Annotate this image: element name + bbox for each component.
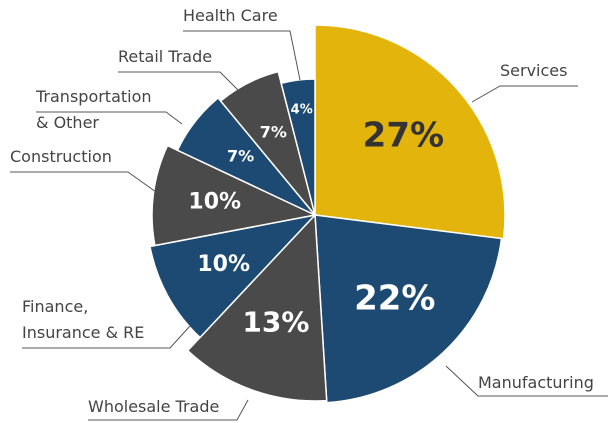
pie-slice <box>219 70 316 216</box>
value-label: 4% <box>291 102 313 117</box>
leader-line <box>471 85 578 103</box>
leader-line <box>88 399 249 421</box>
value-label: 10% <box>188 189 241 214</box>
category-label: Health Care <box>183 6 278 25</box>
value-label: 7% <box>260 123 287 142</box>
pie-slice <box>151 144 318 247</box>
value-label: 27% <box>363 116 444 156</box>
category-label: Manufacturing <box>478 373 594 392</box>
pie-slice <box>176 96 316 216</box>
pie-slice <box>314 214 503 404</box>
pie-slice <box>280 78 316 216</box>
value-label: 10% <box>197 252 250 277</box>
leader-line <box>10 171 157 193</box>
category-label: Services <box>500 61 568 80</box>
leader-line <box>445 365 608 397</box>
value-label: 13% <box>242 306 309 339</box>
leader-line <box>22 325 191 349</box>
value-label: 7% <box>227 147 254 166</box>
value-label: 22% <box>354 278 435 318</box>
pie-slice <box>314 24 506 240</box>
category-label: Retail Trade <box>118 47 213 66</box>
leader-line <box>118 71 241 93</box>
leader-line <box>183 30 301 81</box>
category-label: Wholesale Trade <box>88 397 220 416</box>
category-label: Construction <box>10 147 112 166</box>
pie-slice <box>149 213 318 339</box>
category-label: Transportation & Other <box>36 87 152 132</box>
leader-line <box>36 111 183 125</box>
category-label: Finance, Insurance & RE <box>22 297 145 342</box>
pie-slice <box>186 213 328 402</box>
